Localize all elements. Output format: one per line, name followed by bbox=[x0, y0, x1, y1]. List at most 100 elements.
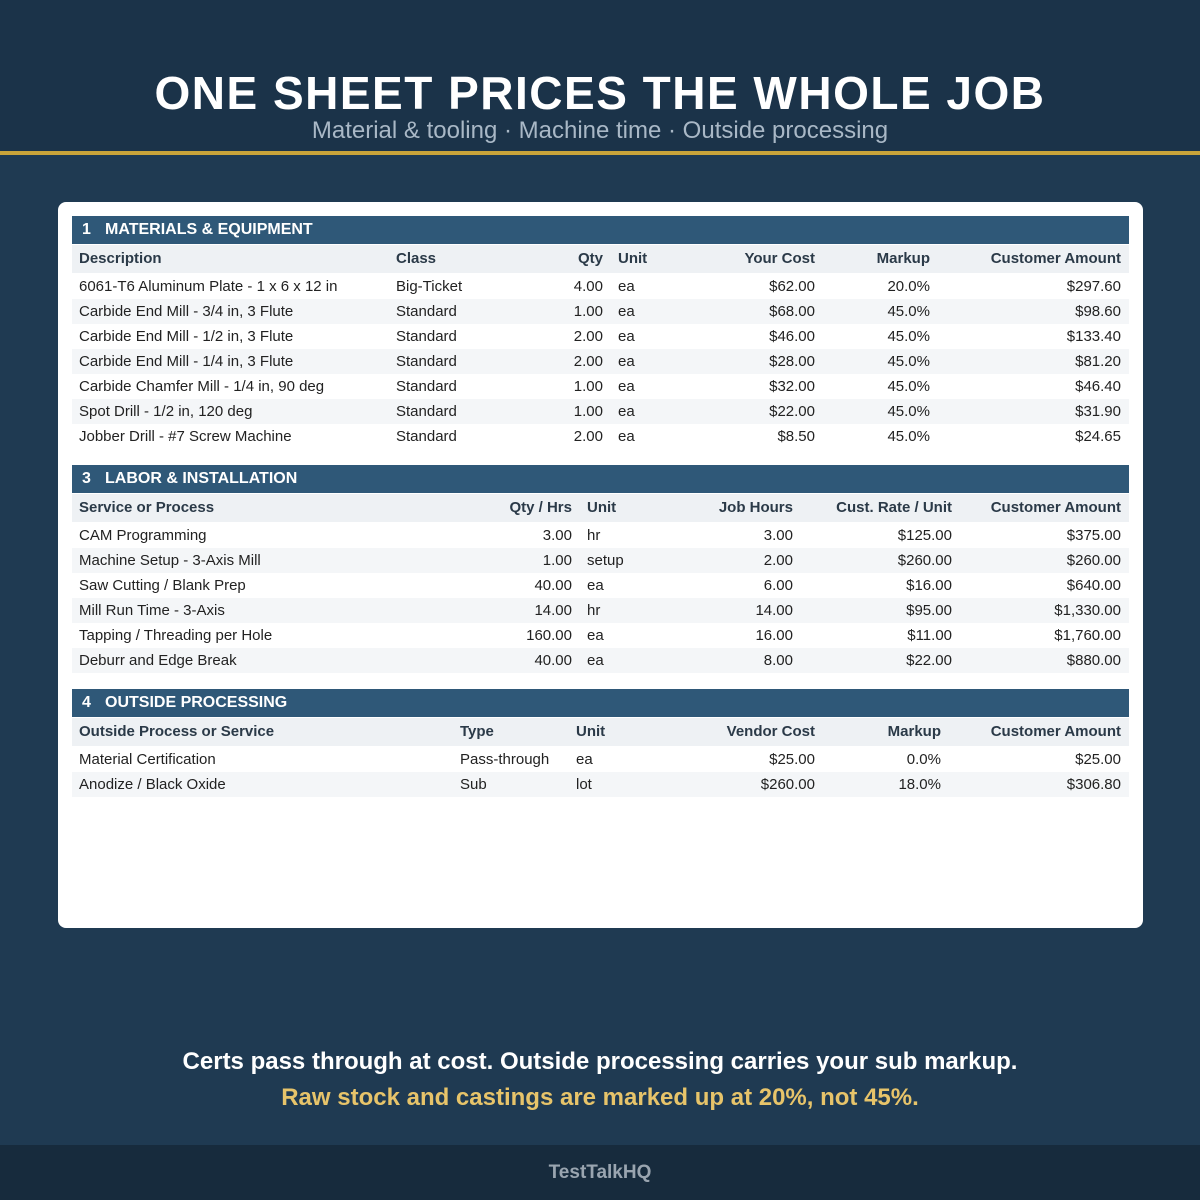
section-title: OUTSIDE PROCESSING bbox=[105, 694, 288, 711]
column-header-row: Outside Process or Service Type Unit Vendor… bbox=[72, 718, 1129, 746]
column-header: Class bbox=[396, 250, 437, 267]
table-cell: 40.00 bbox=[534, 577, 572, 594]
table-row: Deburr and Edge Break 40.00 ea 8.00 $22.00 $8… bbox=[72, 648, 1129, 673]
table-cell: $25.00 bbox=[769, 751, 815, 768]
table-cell: $8.50 bbox=[777, 428, 815, 445]
table-cell: Carbide End Mill - 1/2 in, 3 Flute bbox=[79, 328, 294, 345]
table-cell: ea bbox=[618, 378, 635, 395]
table-cell: $1,330.00 bbox=[1054, 602, 1121, 619]
column-header: Customer Amount bbox=[990, 723, 1121, 740]
column-header: Markup bbox=[876, 250, 930, 267]
section-header: 3 LABOR & INSTALLATION bbox=[72, 465, 1129, 493]
table-cell: CAM Programming bbox=[79, 527, 207, 544]
table-cell: 0.0% bbox=[906, 751, 941, 768]
table-cell: $1,760.00 bbox=[1054, 627, 1121, 644]
column-header: Outside Process or Service bbox=[79, 723, 275, 740]
column-header-row: Description Class Qty Unit Your Cost Markup Cu… bbox=[72, 245, 1129, 273]
table-cell: 20.0% bbox=[887, 278, 930, 295]
table-cell: ea bbox=[576, 751, 593, 768]
table-cell: 45.0% bbox=[887, 428, 930, 445]
column-header: Job Hours bbox=[718, 499, 793, 516]
column-header: Unit bbox=[618, 250, 648, 267]
table-cell: $32.00 bbox=[769, 378, 815, 395]
table-cell: $22.00 bbox=[769, 403, 815, 420]
footer-band bbox=[0, 1145, 1200, 1200]
table-cell: $125.00 bbox=[897, 527, 952, 544]
table-row: 6061-T6 Aluminum Plate - 1 x 6 x 12 in Bi… bbox=[72, 274, 1129, 299]
column-header: Unit bbox=[587, 499, 617, 516]
table-cell: Mill Run Time - 3-Axis bbox=[79, 602, 225, 619]
table-cell: Anodize / Black Oxide bbox=[79, 776, 226, 793]
table-cell: ea bbox=[618, 403, 635, 420]
table-cell: $46.00 bbox=[769, 328, 815, 345]
table-cell: ea bbox=[618, 328, 635, 345]
table-cell: 6061-T6 Aluminum Plate - 1 x 6 x 12 in bbox=[79, 278, 338, 295]
table-row: Anodize / Black Oxide Sub lot $260.00 18.0% $… bbox=[72, 772, 1129, 797]
table-cell: 45.0% bbox=[887, 403, 930, 420]
table-cell: 45.0% bbox=[887, 378, 930, 395]
table-cell: Carbide Chamfer Mill - 1/4 in, 90 deg bbox=[79, 378, 325, 395]
column-header: Customer Amount bbox=[990, 250, 1121, 267]
subtitle: Material & tooling · Machine time · Outs… bbox=[311, 117, 889, 144]
table-cell: 2.00 bbox=[573, 428, 603, 445]
table-cell: ea bbox=[618, 278, 635, 295]
table-cell: 2.00 bbox=[763, 552, 793, 569]
table-cell: $16.00 bbox=[906, 577, 952, 594]
table-cell: Sub bbox=[460, 776, 487, 793]
table-cell: $375.00 bbox=[1066, 527, 1121, 544]
table-row: Carbide End Mill - 1/2 in, 3 Flute Standa… bbox=[72, 324, 1129, 349]
table-cell: $880.00 bbox=[1066, 652, 1121, 669]
table-cell: ea bbox=[587, 652, 604, 669]
table-row: Saw Cutting / Blank Prep 40.00 ea 6.00 $16.0… bbox=[72, 573, 1129, 598]
table-cell: 1.00 bbox=[573, 378, 603, 395]
table-cell: $28.00 bbox=[769, 353, 815, 370]
table-cell: $260.00 bbox=[1066, 552, 1121, 569]
column-header: Customer Amount bbox=[990, 499, 1121, 516]
table-cell: 16.00 bbox=[755, 627, 793, 644]
table-cell: $260.00 bbox=[760, 776, 815, 793]
column-header: Qty bbox=[577, 250, 603, 267]
table-cell: Standard bbox=[396, 403, 457, 420]
column-header: Qty / Hrs bbox=[509, 499, 572, 516]
table-cell: $81.20 bbox=[1075, 353, 1121, 370]
table-cell: $95.00 bbox=[906, 602, 952, 619]
table-cell: $260.00 bbox=[897, 552, 952, 569]
table-cell: 2.00 bbox=[573, 353, 603, 370]
table-row: Carbide End Mill - 3/4 in, 3 Flute Standa… bbox=[72, 299, 1129, 324]
table-cell: ea bbox=[618, 353, 635, 370]
table-cell: Big-Ticket bbox=[396, 278, 463, 295]
section-header: 1 MATERIALS & EQUIPMENT bbox=[72, 216, 1129, 244]
table-cell: setup bbox=[587, 552, 624, 569]
table-cell: 2.00 bbox=[573, 328, 603, 345]
table-cell: hr bbox=[587, 602, 601, 619]
table-cell: ea bbox=[587, 627, 604, 644]
table-cell: 3.00 bbox=[542, 527, 572, 544]
table-cell: lot bbox=[576, 776, 592, 793]
table-cell: $62.00 bbox=[769, 278, 815, 295]
column-header: Vendor Cost bbox=[726, 723, 815, 740]
table-cell: 1.00 bbox=[573, 403, 603, 420]
table-row: Machine Setup - 3-Axis Mill 1.00 setup 2.00… bbox=[72, 548, 1129, 573]
table-cell: 45.0% bbox=[887, 303, 930, 320]
table-row: Spot Drill - 1/2 in, 120 deg Standard 1.00… bbox=[72, 399, 1129, 424]
table-cell: $98.60 bbox=[1075, 303, 1121, 320]
column-header: Markup bbox=[887, 723, 941, 740]
section-header: 4 OUTSIDE PROCESSING bbox=[72, 689, 1129, 717]
table-cell: 45.0% bbox=[887, 328, 930, 345]
table-row: Carbide End Mill - 1/4 in, 3 Flute Standa… bbox=[72, 349, 1129, 374]
table-row: Mill Run Time - 3-Axis 14.00 hr 14.00 $95.00… bbox=[72, 598, 1129, 623]
section-number: 4 bbox=[82, 694, 91, 711]
table-cell: Tapping / Threading per Hole bbox=[79, 627, 273, 644]
table-cell: ea bbox=[618, 303, 635, 320]
table-cell: $31.90 bbox=[1075, 403, 1121, 420]
section-number: 3 bbox=[82, 470, 91, 487]
table-cell: Standard bbox=[396, 303, 457, 320]
table-cell: 160.00 bbox=[526, 627, 572, 644]
column-header: Cust. Rate / Unit bbox=[836, 499, 952, 516]
table-cell: Carbide End Mill - 1/4 in, 3 Flute bbox=[79, 353, 294, 370]
column-header: Type bbox=[460, 723, 494, 740]
table-cell: Machine Setup - 3-Axis Mill bbox=[79, 552, 261, 569]
table-cell: Deburr and Edge Break bbox=[79, 652, 237, 669]
table-cell: $11.00 bbox=[907, 627, 952, 644]
